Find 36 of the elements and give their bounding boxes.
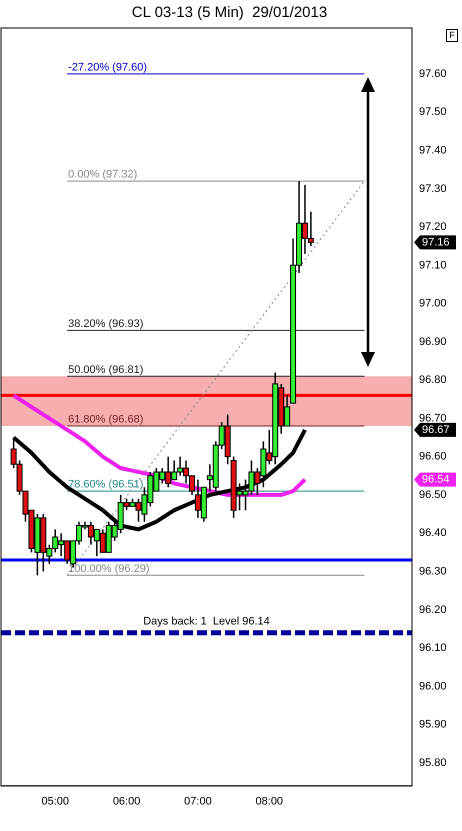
- x-tick-label: 08:00: [256, 795, 284, 808]
- y-tick-label: 97.30: [419, 182, 447, 195]
- y-tick-label: 97.50: [419, 106, 447, 118]
- y-tick-label: 97.00: [419, 298, 447, 310]
- f-button: F: [446, 29, 458, 42]
- y-tick-label: 96.70: [419, 412, 447, 424]
- y-tick-label: 96.60: [419, 450, 447, 463]
- y-tick-label: 95.80: [419, 756, 447, 769]
- text: 97.16: [422, 236, 450, 248]
- y-tick-label: 96.40: [419, 527, 447, 540]
- y-tick-label: 95.90: [419, 718, 447, 731]
- y-tick-label: 97.20: [419, 221, 447, 234]
- y-tick-label: 97.60: [419, 68, 447, 80]
- series-label: 38.20% (96.93): [68, 318, 144, 330]
- y-tick-label: 96.20: [419, 604, 447, 616]
- series-label: 50.00% (96.81): [68, 364, 144, 376]
- y-tick-label: 96.30: [419, 566, 447, 578]
- text: 96.67: [422, 424, 450, 436]
- y-tick-label: 96.50: [419, 488, 447, 501]
- y-tick-label: 96.80: [419, 374, 447, 386]
- series-label: 0.00% (97.32): [68, 168, 138, 181]
- y-tick-label: 96.10: [419, 642, 447, 654]
- y-tick-label: 96.90: [419, 336, 447, 348]
- series-label: 100.00% (96.29): [68, 562, 150, 575]
- ref-line-label: Days back: 1 Level 96.14: [143, 616, 270, 628]
- y-tick-label: 96.00: [419, 680, 447, 692]
- series-label: 78.60% (96.51): [68, 478, 144, 491]
- x-tick-label: 06:00: [112, 795, 140, 808]
- x-tick-label: 07:00: [184, 795, 212, 808]
- y-tick-label: 97.10: [419, 259, 447, 272]
- chart-title: CL 03-13 (5 Min) 29/01/2013: [132, 4, 328, 22]
- x-tick-label: 05:00: [41, 795, 69, 808]
- text: 96.54: [422, 474, 450, 486]
- y-tick-label: 97.40: [419, 144, 447, 157]
- series-label: 61.80% (96.68): [68, 414, 144, 426]
- series-label: -27.20% (97.60): [68, 61, 148, 74]
